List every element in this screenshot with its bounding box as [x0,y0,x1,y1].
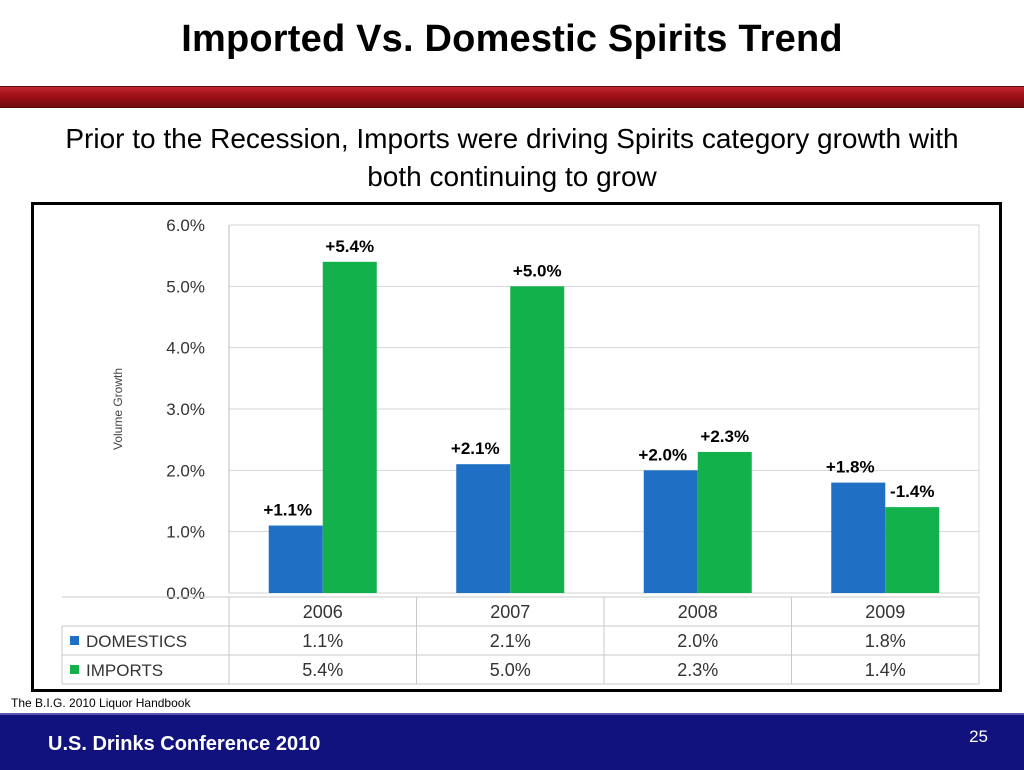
bar-chart: 0.0% 1.0% 2.0% 3.0% 4.0% 5.0% 6.0% Volume Growt… [61,216,980,685]
slide-title: Imported Vs. Domestic Spirits Trend [181,18,843,60]
legend-swatch-imports [70,665,79,674]
table-cell-value: 5.4% [302,660,343,680]
page-number: 25 [969,727,988,746]
y-tick-label: 3.0% [166,400,205,419]
data-label: +2.0% [638,445,687,464]
y-tick-label: 1.0% [166,523,205,542]
footer-bar: U.S. Drinks Conference 2010 25 [0,713,1024,770]
table-cell-value: 1.4% [865,660,906,680]
data-label: -1.4% [890,482,934,501]
table-cell-value: 2.0% [677,631,718,651]
legend-label: IMPORTS [86,661,163,680]
data-label: +1.8% [826,458,875,477]
table-cell-value: 1.8% [865,631,906,651]
legend-label: DOMESTICS [86,632,187,651]
bar-domestics-2008 [643,470,698,593]
table-cell-value: 1.1% [302,631,343,651]
table-cell-value: 2.1% [490,631,531,651]
y-tick-label: 6.0% [166,216,205,235]
legend-swatch-domestics [70,636,79,645]
x-category-label: 2006 [303,602,343,622]
bar-imports-2008 [697,451,752,593]
bar-imports-2006 [322,261,377,593]
data-label: +2.3% [700,427,749,446]
source-note: The B.I.G. 2010 Liquor Handbook [11,696,191,710]
x-category-label: 2008 [678,602,718,622]
y-tick-label: 0.0% [166,584,205,603]
bar-domestics-2006 [268,525,323,593]
bar-imports-2007 [510,286,565,593]
y-tick-label: 2.0% [166,461,205,480]
bar-domestics-2007 [456,464,511,593]
title-divider-bar [0,86,1024,108]
conference-name: U.S. Drinks Conference 2010 [48,733,321,755]
table-cell-value: 5.0% [490,660,531,680]
bar-imports-2009 [885,507,940,593]
data-label: +5.0% [513,261,562,280]
table-cell-value: 2.3% [677,660,718,680]
y-axis-title: Volume Growth [111,368,125,450]
y-tick-label: 5.0% [166,277,205,296]
x-category-label: 2007 [490,602,530,622]
data-label: +1.1% [263,501,312,520]
y-tick-label: 4.0% [166,339,205,358]
x-category-label: 2009 [865,602,905,622]
chart-frame: 0.0% 1.0% 2.0% 3.0% 4.0% 5.0% 6.0% Volume Growt… [31,202,1002,692]
bar-domestics-2009 [831,482,886,593]
data-label: +2.1% [451,439,500,458]
slide-subtitle: Prior to the Recession, Imports were dri… [65,123,959,192]
data-label: +5.4% [325,237,374,256]
